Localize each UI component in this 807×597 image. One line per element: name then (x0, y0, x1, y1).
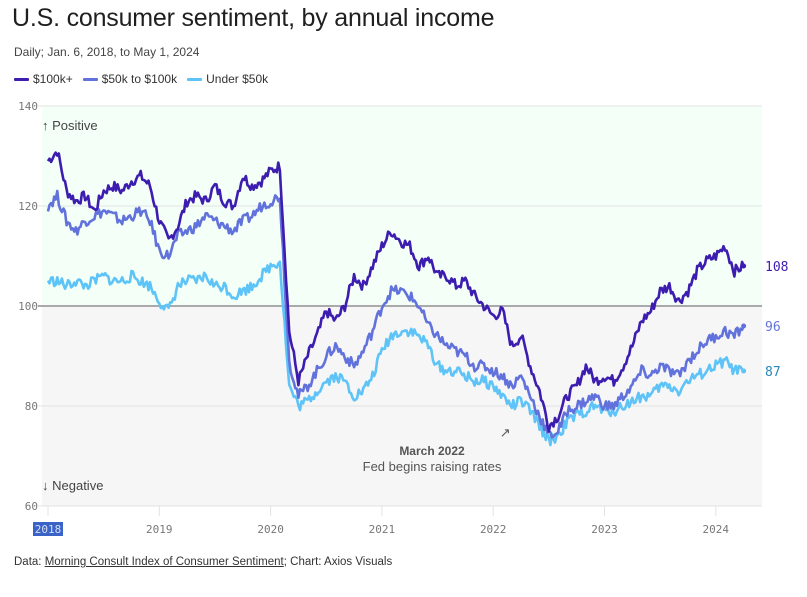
legend-label-under-50k: Under $50k (206, 72, 269, 86)
legend-swatch-100k-plus (14, 77, 29, 81)
legend-item-100k-plus: $100k+ (14, 72, 73, 86)
y-tick-label-120: 120 (18, 200, 38, 213)
annotation-title: March 2022 (399, 444, 465, 458)
annotation-text: Fed begins raising rates (363, 459, 502, 474)
source-link[interactable]: Morning Consult Index of Consumer Sentim… (44, 556, 284, 568)
source-suffix: ; Chart: Axios Visuals (283, 556, 393, 568)
chart-subtitle: Daily; Jan. 6, 2018, to May 1, 2024 (14, 45, 200, 59)
source-footer: Data: Morning Consult Index of Consumer … (14, 556, 392, 568)
x-axis-ticks: 2018 2019 2020 2021 2022 2023 2024 (33, 506, 729, 536)
x-tick-label-2022: 2022 (480, 523, 507, 536)
y-axis-ticks: 60 80 100 120 140 (18, 100, 38, 513)
legend-item-50k-100k: $50k to $100k (82, 72, 178, 86)
legend-swatch-under-50k (187, 77, 203, 81)
positive-zone-label: ↑ Positive (42, 118, 98, 133)
legend: $100k+ $50k to $100k Under $50k (14, 72, 268, 86)
y-tick-label-60: 60 (25, 500, 38, 513)
x-tick-label-2019: 2019 (146, 523, 173, 536)
series-end-labels: 87 96 108 (765, 260, 788, 380)
end-label-under-50k: 87 (765, 365, 781, 380)
y-tick-label-100: 100 (18, 300, 38, 313)
legend-swatch-50k-100k (82, 77, 98, 81)
x-tick-label-2020: 2020 (257, 523, 284, 536)
series-line-100k (46, 151, 745, 433)
end-label-100k: 108 (765, 260, 788, 275)
series-lines (46, 151, 747, 447)
annotation-arrow: ↗ (500, 425, 511, 440)
legend-label-100k-plus: $100k+ (33, 72, 73, 86)
x-tick-label-2018: 2018 (35, 523, 62, 536)
series-line-under-50k (46, 260, 745, 447)
gridlines (38, 105, 762, 507)
legend-item-under-50k: Under $50k (187, 72, 268, 86)
negative-zone-label: ↓ Negative (42, 478, 103, 493)
x-tick-label-2023: 2023 (591, 523, 618, 536)
y-tick-label-80: 80 (25, 400, 38, 413)
series-endpoint-100k (741, 263, 747, 269)
source-prefix: Data: (14, 556, 45, 568)
chart-title: U.S. consumer sentiment, by annual incom… (12, 4, 495, 32)
series-line-50k-to-100k (46, 189, 745, 439)
end-label-50k-to-100k: 96 (765, 320, 781, 335)
series-endpoint-under-50k (741, 368, 747, 374)
y-tick-label-140: 140 (18, 100, 38, 113)
x-tick-label-2024: 2024 (703, 523, 730, 536)
series-endpoint-50k-to-100k (741, 323, 747, 329)
legend-label-50k-100k: $50k to $100k (101, 72, 178, 86)
x-tick-label-2021: 2021 (369, 523, 396, 536)
selected-text-highlight (33, 522, 63, 536)
